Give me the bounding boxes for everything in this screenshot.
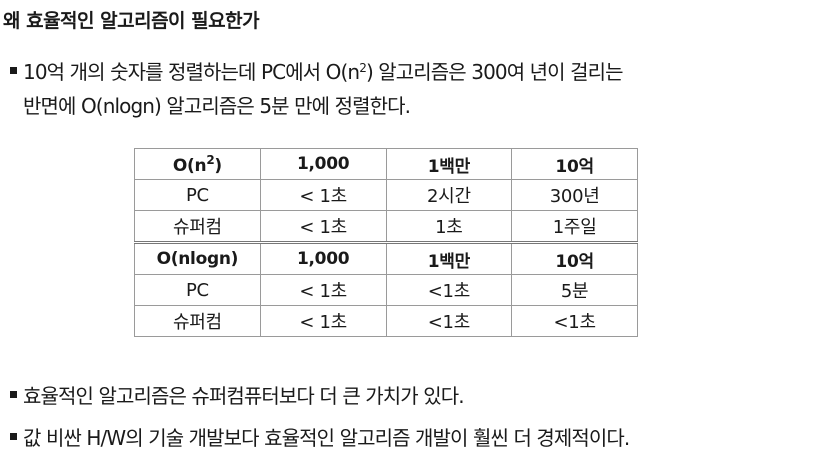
table-row: 슈퍼컴 < 1초 <1초 <1초 [134,305,638,337]
table-header-cell: 1,000 [259,148,387,180]
complexity-table: O(n2) 1,000 1백만 10억 PC < 1초 2시간 300년 슈퍼컴… [134,148,638,337]
table-cell: 300년 [511,179,638,211]
table-header-row: O(n2) 1,000 1백만 10억 [134,148,638,180]
page-heading: 왜 효율적인 알고리즘이 필요한가 [3,10,260,32]
table-row: PC < 1초 2시간 300년 [134,179,638,211]
table-cell: <1초 [385,305,513,337]
bullet-text: 값 비싼 H/W의 기술 개발보다 효율적인 알고리즘 개발이 훨씬 더 경제적… [23,426,630,450]
bullet-text-part: 10억 개의 숫자를 정렬하는데 PC에서 O(n [23,60,360,84]
bullet-item: 효율적인 알고리즘은 슈퍼컴퓨터보다 더 큰 가치가 있다. [10,379,465,413]
square-bullet-icon [10,67,17,74]
bullet-text-part: ) 알고리즘은 300여 년이 걸리는 [365,60,624,84]
table-cell: 1주일 [511,210,638,243]
square-bullet-icon [10,391,17,398]
table-cell: 슈퍼컴 [134,305,261,337]
table-header-cell: 1백만 [385,241,513,275]
bullet-text: 효율적인 알고리즘은 슈퍼컴퓨터보다 더 큰 가치가 있다. [23,384,465,408]
table-header-cell: 10억 [511,148,638,180]
table-cell: 2시간 [385,179,513,211]
table-header-cell: 1,000 [259,241,387,275]
table-row: 슈퍼컴 < 1초 1초 1주일 [134,210,638,243]
table-cell: PC [134,274,261,306]
table-header-cell: 1백만 [385,148,513,180]
superscript: 2 [359,61,367,75]
table-cell: < 1초 [259,274,387,306]
table-cell: 5분 [511,274,638,306]
table-header-cell: 10억 [511,241,638,275]
table-cell: <1초 [511,305,638,337]
table-cell: < 1초 [259,210,387,243]
bullet-item: 값 비싼 H/W의 기술 개발보다 효율적인 알고리즘 개발이 훨씬 더 경제적… [10,421,630,455]
bullet-item: 10억 개의 숫자를 정렬하는데 PC에서 O(n2) 알고리즘은 300여 년… [10,51,624,123]
table-header-cell: O(n2) [134,148,261,180]
table-cell: < 1초 [259,179,387,211]
table-header-row: O(nlogn) 1,000 1백만 10억 [134,241,638,275]
square-bullet-icon [10,433,17,440]
table-cell: 1초 [385,210,513,243]
table-header-cell: O(nlogn) [134,241,261,275]
bullet-text-continuation: 반면에 O(nlogn) 알고리즘은 5분 만에 정렬한다. [23,94,411,118]
table-cell: PC [134,179,261,211]
table-row: PC < 1초 <1초 5분 [134,274,638,306]
table-cell: <1초 [385,274,513,306]
table-cell: 슈퍼컴 [134,210,261,243]
table-cell: < 1초 [259,305,387,337]
